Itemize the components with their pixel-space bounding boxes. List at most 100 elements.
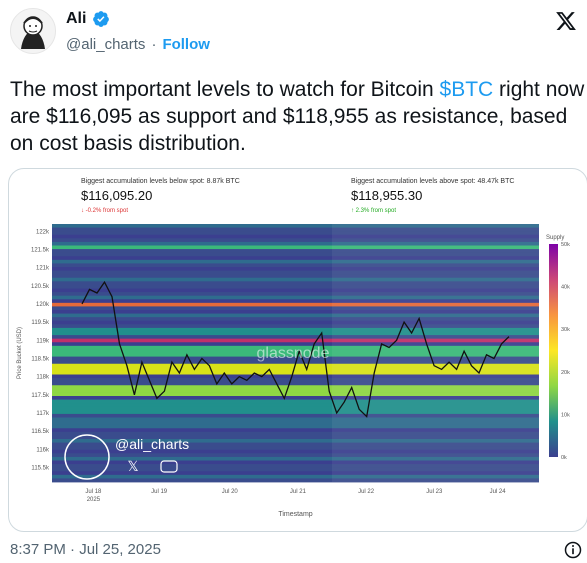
heatmap-band [52, 349, 539, 354]
heatmap-band [52, 413, 539, 418]
y-tick-label: 120.5k [31, 284, 50, 290]
left-delta: ↓ -0.2% from spot [81, 208, 128, 214]
heatmap-band [52, 267, 539, 271]
heatmap-band [52, 327, 539, 332]
y-tick-label: 121k [36, 266, 50, 272]
heatmap-band [52, 263, 539, 268]
heatmap-band [52, 324, 539, 329]
x-tick-year: 2025 [87, 497, 101, 503]
heatmap-band [52, 421, 539, 426]
y-tick-label: 122k [36, 229, 50, 235]
heatmap-band [52, 449, 539, 454]
author-name[interactable]: Ali [66, 10, 87, 27]
heatmap-band [52, 227, 539, 232]
heatmap-band [52, 310, 539, 314]
x-icon: 𝕏 [127, 458, 138, 474]
heatmap-band [52, 417, 539, 422]
price-line [81, 280, 510, 418]
colorbar-tick: 40k [561, 285, 570, 291]
heatmap-band [52, 249, 539, 254]
dot-separator: · [151, 36, 157, 53]
heatmap-band [52, 453, 539, 458]
heatmap-band [52, 446, 539, 451]
youtube-icon [160, 460, 178, 473]
heatmap-band [52, 292, 539, 297]
y-tick-label: 119k [36, 338, 50, 344]
heatmap-band [52, 399, 539, 404]
y-tick-label: 117.5k [31, 393, 50, 399]
colorbar-title: Supply [546, 235, 564, 241]
x-tick-label: Jul 19 [151, 489, 168, 495]
heatmap-band [52, 439, 539, 443]
heatmap-band [52, 356, 539, 361]
heatmap-band [52, 388, 539, 393]
colorbar-tick: 30k [561, 327, 570, 333]
heatmap-band [52, 406, 539, 411]
colorbar-tick: 20k [561, 370, 570, 376]
heatmap-band [52, 245, 539, 250]
author-handle-row: @ali_charts · Follow [66, 36, 210, 53]
y-tick-label: 121.5k [31, 247, 50, 253]
author-name-row: Ali [66, 10, 110, 28]
heatmap-band [52, 295, 539, 300]
tweet-media[interactable]: Biggest accumulation levels below spot: … [8, 168, 587, 532]
colorbar-tick: 10k [561, 412, 570, 418]
heatmap-band [52, 381, 539, 386]
colorbar-tick: 0k [561, 455, 567, 461]
heatmap-band [52, 331, 539, 336]
heatmap-band [52, 320, 539, 325]
x-logo-icon[interactable] [555, 10, 577, 32]
heatmap-shade [332, 224, 539, 482]
y-tick-label: 118.5k [31, 356, 50, 362]
heatmap-band [52, 442, 539, 447]
y-axis-label: Price Bucket (USD) [17, 327, 23, 379]
right-delta: ↑ 2.3% from spot [351, 208, 396, 214]
heatmap-band [52, 385, 539, 390]
author-avatar[interactable] [10, 8, 56, 54]
heatmap-band [52, 284, 539, 289]
author-handle[interactable]: @ali_charts [66, 36, 146, 53]
y-tick-label: 118k [36, 375, 50, 381]
avatar-illustration [11, 9, 55, 53]
x-tick-label: Jul 23 [426, 489, 443, 495]
y-tick-label: 120k [36, 302, 50, 308]
cost-basis-chart: Biggest accumulation levels below spot: … [17, 178, 570, 518]
heatmap-band [52, 288, 539, 293]
y-tick-label: 119.5k [31, 320, 50, 326]
tweet-text-before: The most important levels to watch for B… [10, 78, 440, 101]
heatmap-band [52, 467, 539, 472]
heatmap-band [52, 410, 539, 415]
y-tick-label: 116.5k [31, 429, 50, 435]
heatmap-band [52, 270, 539, 275]
tweet-text-after: right now are $116,095 as support and $1… [10, 78, 585, 155]
y-tick-label: 115.5k [31, 465, 50, 471]
heatmap-band [52, 396, 539, 400]
tweet-text: The most important levels to watch for B… [10, 76, 585, 157]
heatmap-band [52, 317, 539, 322]
heatmap-band [52, 474, 539, 479]
heatmap-band [52, 403, 539, 408]
heatmap-band [52, 302, 539, 307]
heatmap-band [52, 299, 539, 304]
colorbar-tick: 50k [561, 242, 570, 248]
verified-badge-icon [93, 11, 110, 27]
heatmap-band [52, 259, 539, 264]
heatmap-band [52, 431, 539, 436]
heatmap-band [52, 471, 539, 476]
follow-button[interactable]: Follow [162, 36, 210, 53]
cashtag-link[interactable]: $BTC [439, 78, 494, 101]
heatmap-band [52, 274, 539, 279]
heatmap-band [52, 435, 539, 440]
heatmap-band [52, 338, 539, 343]
right-subtitle: Biggest accumulation levels above spot: … [351, 178, 514, 185]
heatmap-band [52, 478, 539, 483]
x-axis-label: Timestamp [278, 511, 312, 518]
heatmap-band [52, 306, 539, 311]
heatmap-band [52, 370, 539, 375]
heatmap-band [52, 353, 539, 357]
info-icon[interactable] [563, 540, 583, 560]
tweet-timestamp[interactable]: 8:37 PM · Jul 25, 2025 [10, 541, 161, 558]
heatmap-band [52, 424, 539, 429]
heatmap-band [52, 460, 539, 465]
heatmap-band [52, 313, 539, 318]
